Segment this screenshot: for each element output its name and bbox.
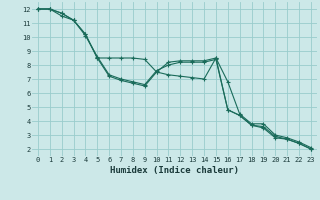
X-axis label: Humidex (Indice chaleur): Humidex (Indice chaleur) [110, 166, 239, 175]
